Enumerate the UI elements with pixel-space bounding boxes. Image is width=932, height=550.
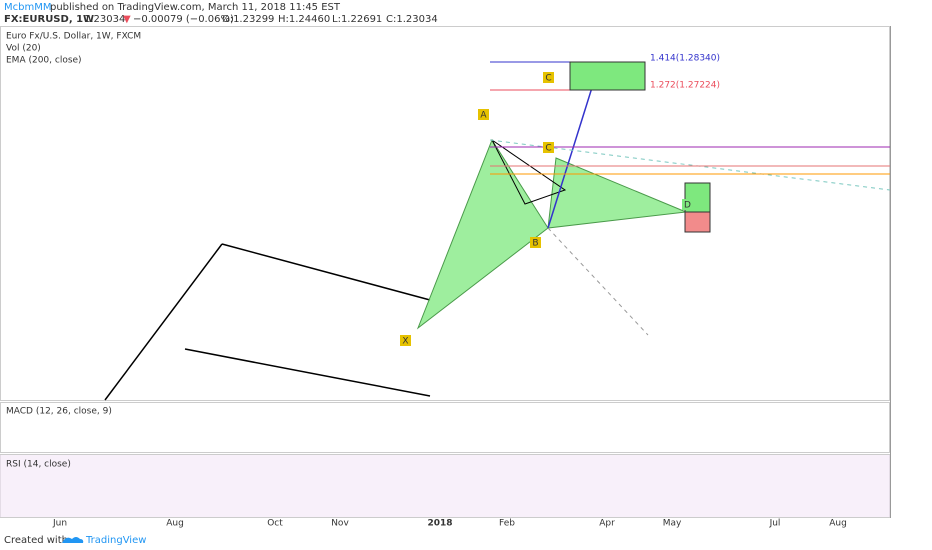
projection (489, 139, 891, 191)
legend-vol: Vol (20) (6, 44, 41, 54)
macd-pane (0, 402, 890, 453)
legend-ema: EMA (200, close) (6, 56, 82, 66)
time-label: Jun (52, 519, 67, 529)
legend-title: Euro Fx/U.S. Dollar, 1W, FXCM (6, 32, 141, 42)
drawings: 1.414(1.28340) 1.272(1.27224) X A B C D … (104, 54, 891, 401)
high: H:1.24460 (278, 14, 330, 25)
point-label: B (532, 239, 538, 249)
point-label: A (480, 111, 487, 121)
time-label: Feb (499, 519, 515, 529)
publisher: McbmMM (4, 2, 51, 13)
open: O:1.23299 (222, 14, 274, 25)
point-label: D (684, 201, 691, 211)
rsi-band-fill (0, 455, 890, 517)
time-label: Jul (769, 519, 781, 529)
time-label: May (663, 519, 682, 529)
fib-label: 1.272(1.27224) (650, 81, 720, 91)
trend-line (221, 243, 431, 301)
point-box (478, 109, 489, 120)
point-label: C (545, 144, 551, 154)
price-axis (890, 26, 932, 518)
time-label: Apr (599, 519, 615, 529)
time-label: Aug (829, 519, 847, 529)
time-label: Aug (166, 519, 184, 529)
published: published on TradingView.com, March 11, … (50, 2, 341, 13)
xab-triangle (416, 138, 549, 330)
stop-box (684, 211, 711, 233)
triangle-lines (491, 139, 567, 205)
point-box (543, 72, 554, 83)
time-label: 2018 (427, 519, 452, 529)
rsi-title: RSI (14, close) (6, 460, 71, 470)
trend-line (184, 348, 431, 397)
point-box (530, 237, 541, 248)
point-label: C (545, 74, 551, 84)
point-box (682, 199, 693, 210)
close: C:1.23034 (386, 14, 438, 25)
bcd-triangle (547, 157, 688, 229)
time-label: Nov (331, 519, 349, 529)
trend-line (104, 243, 223, 401)
fib-box (569, 61, 646, 91)
arrow: ▼ (123, 14, 131, 25)
low: L:1.22691 (332, 14, 382, 25)
time-axis: Jun Aug Oct Nov 2018 Feb Apr May Jul Aug (52, 519, 847, 529)
change: −0.00079 (−0.06%) (133, 14, 234, 25)
footer-created: Created with (4, 535, 68, 546)
point-label: X (402, 337, 408, 347)
symbol-bar: FX:EURUSD, 1W 1.23034 ▼ −0.00079 (−0.06%… (4, 14, 438, 25)
last: 1.23034 (84, 14, 125, 25)
point-box (400, 335, 411, 346)
tv-logo (62, 537, 84, 543)
symbol: FX:EURUSD, 1W (4, 14, 94, 25)
macd-title: MACD (12, 26, close, 9) (6, 407, 112, 417)
footer-brand[interactable]: TradingView (85, 535, 146, 546)
time-label: Oct (267, 519, 283, 529)
projection (547, 227, 649, 336)
fib-label: 1.414(1.28340) (650, 54, 720, 64)
point-box (543, 142, 554, 153)
price-pane (0, 26, 890, 401)
